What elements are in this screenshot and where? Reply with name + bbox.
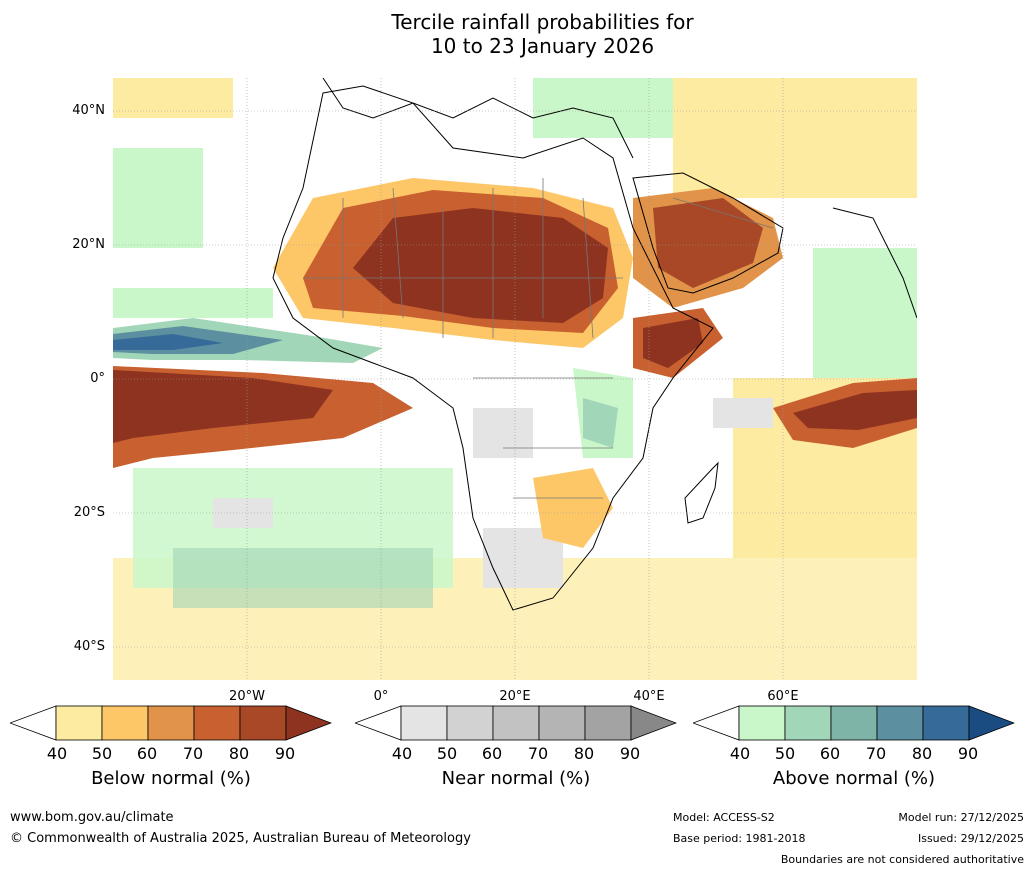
website-link[interactable]: www.bom.gov.au/climate bbox=[10, 810, 174, 825]
graticule bbox=[113, 78, 917, 680]
map-title: Tercile rainfall probabilities for 10 to… bbox=[0, 10, 1035, 58]
map-svg bbox=[113, 78, 917, 680]
cbar-tick: 50 bbox=[91, 744, 113, 763]
base-period: Base period: 1981-2018 bbox=[673, 832, 806, 845]
colorbar-segment bbox=[446, 705, 494, 741]
colorbar-near-normal-svg bbox=[353, 705, 678, 741]
cbar-tick: 80 bbox=[228, 744, 250, 763]
cbar-tick: 70 bbox=[865, 744, 887, 763]
colorbar-near-normal bbox=[353, 705, 678, 745]
cbar-tick: 50 bbox=[436, 744, 458, 763]
issued-date: Issued: 29/12/2025 bbox=[917, 832, 1024, 845]
colorbar-extend-high bbox=[630, 705, 678, 741]
lon-label-20e: 20°E bbox=[499, 689, 531, 704]
colorbar-segment bbox=[538, 705, 586, 741]
lon-label-60e: 60°E bbox=[767, 689, 799, 704]
colorbar-segment bbox=[147, 705, 195, 741]
colorbar-segment bbox=[784, 705, 832, 741]
title-line-1: Tercile rainfall probabilities for bbox=[391, 10, 694, 34]
colorbar-extend-low bbox=[353, 705, 402, 741]
colorbar-below-normal-svg bbox=[8, 705, 333, 741]
colorbar-extend-low bbox=[691, 705, 740, 741]
colorbar-below-label: Below normal (%) bbox=[91, 768, 251, 789]
lat-label-20s: 20°S bbox=[73, 505, 105, 520]
colorbar-segment bbox=[101, 705, 149, 741]
colorbar-segment bbox=[584, 705, 632, 741]
colorbar-segment bbox=[239, 705, 287, 741]
cbar-tick: 60 bbox=[481, 744, 503, 763]
cbar-tick: 90 bbox=[619, 744, 641, 763]
lat-label-40s: 40°S bbox=[73, 639, 105, 654]
boundaries-disclaimer: Boundaries are not considered authoritat… bbox=[780, 853, 1024, 866]
cbar-tick: 40 bbox=[391, 744, 413, 763]
cbar-tick: 60 bbox=[819, 744, 841, 763]
colorbar-segment bbox=[492, 705, 540, 741]
coastlines bbox=[272, 78, 917, 611]
cbar-tick: 90 bbox=[957, 744, 979, 763]
cbar-tick: 70 bbox=[527, 744, 549, 763]
lon-label-40e: 40°E bbox=[633, 689, 665, 704]
colorbar-above-normal-svg bbox=[691, 705, 1016, 741]
lat-label-40n: 40°N bbox=[72, 103, 105, 118]
cbar-tick: 90 bbox=[274, 744, 296, 763]
cbar-tick: 40 bbox=[46, 744, 68, 763]
colorbar-segment bbox=[193, 705, 241, 741]
colorbar-extend-high bbox=[968, 705, 1016, 741]
colorbar-above-label: Above normal (%) bbox=[772, 768, 936, 789]
colorbar-segment bbox=[738, 705, 786, 741]
colorbar-below-normal bbox=[8, 705, 333, 745]
colorbar-extend-high bbox=[285, 705, 333, 741]
cbar-tick: 80 bbox=[573, 744, 595, 763]
title-line-2: 10 to 23 January 2026 bbox=[430, 34, 655, 58]
model-name: Model: ACCESS-S2 bbox=[673, 811, 775, 824]
cbar-tick: 80 bbox=[911, 744, 933, 763]
colorbar-segment bbox=[876, 705, 924, 741]
copyright: © Commonwealth of Australia 2025, Austra… bbox=[10, 831, 471, 846]
lat-label-20n: 20°N bbox=[72, 237, 105, 252]
cbar-tick: 70 bbox=[182, 744, 204, 763]
rainfall-probability-map bbox=[113, 78, 917, 680]
model-run: Model run: 27/12/2025 bbox=[898, 811, 1024, 824]
colorbar-above-normal bbox=[691, 705, 1016, 745]
colorbar-segment bbox=[922, 705, 970, 741]
lon-label-20w: 20°W bbox=[229, 689, 265, 704]
colorbar-extend-low bbox=[8, 705, 57, 741]
cbar-tick: 50 bbox=[774, 744, 796, 763]
cbar-tick: 40 bbox=[729, 744, 751, 763]
colorbar-near-label: Near normal (%) bbox=[441, 768, 591, 789]
lat-label-0: 0° bbox=[90, 371, 105, 386]
colorbar-segment bbox=[830, 705, 878, 741]
country-boundaries bbox=[303, 178, 774, 499]
cbar-tick: 60 bbox=[136, 744, 158, 763]
colorbar-segment bbox=[400, 705, 448, 741]
lon-label-0: 0° bbox=[373, 689, 389, 704]
colorbar-segment bbox=[55, 705, 103, 741]
